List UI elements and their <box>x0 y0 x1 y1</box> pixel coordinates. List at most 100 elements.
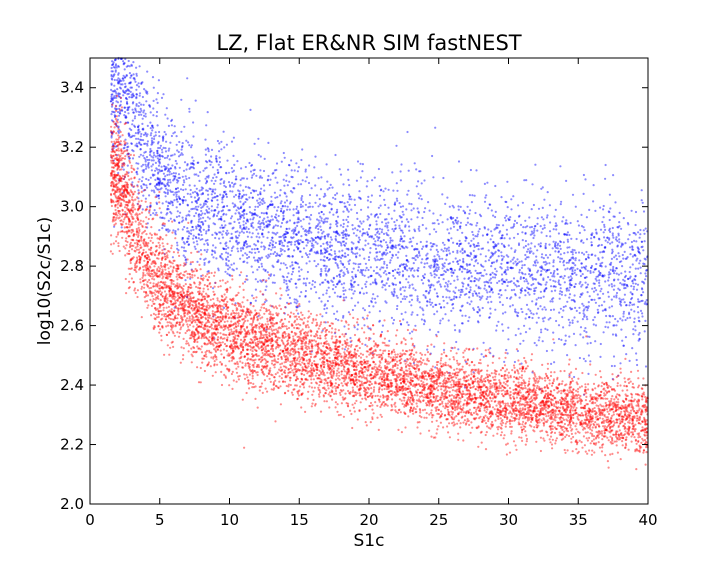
scatter-point <box>477 242 480 245</box>
scatter-point <box>320 228 323 232</box>
scatter-point <box>468 269 471 272</box>
scatter-point <box>447 280 450 283</box>
scatter-point <box>244 252 247 255</box>
scatter-point <box>524 231 527 235</box>
scatter-point <box>379 189 382 192</box>
scatter-point <box>514 334 517 337</box>
scatter-point <box>175 193 178 196</box>
scatter-point <box>326 241 329 244</box>
scatter-point <box>636 283 640 286</box>
scatter-point <box>276 196 279 199</box>
scatter-point <box>301 195 304 198</box>
scatter-point <box>218 237 221 240</box>
scatter-point <box>291 237 294 240</box>
scatter-point <box>142 163 145 166</box>
scatter-point <box>242 243 245 247</box>
scatter-point <box>394 244 397 247</box>
scatter-point <box>352 285 355 288</box>
scatter-point <box>216 171 220 175</box>
scatter-point <box>589 363 592 366</box>
scatter-point <box>158 183 161 186</box>
scatter-point <box>343 273 346 276</box>
scatter-point <box>193 274 196 277</box>
scatter-point <box>539 305 542 308</box>
scatter-point <box>339 280 342 283</box>
scatter-point <box>554 250 557 253</box>
scatter-point <box>256 214 259 217</box>
scatter-point <box>520 271 524 274</box>
scatter-point <box>132 94 135 98</box>
scatter-point <box>548 438 551 441</box>
scatter-point <box>124 143 127 146</box>
scatter-point <box>470 253 473 256</box>
scatter-point <box>145 165 148 168</box>
scatter-point <box>502 280 505 283</box>
scatter-point <box>251 174 254 177</box>
scatter-point <box>601 261 604 264</box>
scatter-point <box>159 179 162 182</box>
scatter-point <box>170 172 173 175</box>
scatter-point <box>227 171 231 174</box>
scatter-point <box>163 217 166 220</box>
scatter-point <box>500 267 503 270</box>
scatter-point <box>199 257 202 260</box>
scatter-point <box>465 237 468 240</box>
scatter-point <box>232 136 235 139</box>
scatter-point <box>348 198 351 201</box>
scatter-point <box>410 298 414 301</box>
scatter-point <box>193 207 196 210</box>
scatter-point <box>608 238 611 241</box>
scatter-point <box>433 273 436 276</box>
scatter-point <box>208 276 211 279</box>
scatter-point <box>338 273 341 277</box>
scatter-point <box>367 256 371 259</box>
scatter-point <box>624 242 627 245</box>
scatter-point <box>262 184 266 187</box>
scatter-point <box>245 240 248 243</box>
scatter-point <box>148 211 151 214</box>
scatter-point <box>156 149 159 152</box>
scatter-point <box>446 283 449 286</box>
scatter-point <box>337 319 340 322</box>
scatter-point <box>399 264 402 267</box>
scatter-point <box>621 319 624 322</box>
scatter-point <box>158 177 161 180</box>
scatter-point <box>568 324 571 327</box>
scatter-point <box>393 203 396 206</box>
scatter-point <box>268 318 272 321</box>
scatter-point <box>559 240 563 244</box>
scatter-point <box>629 301 632 304</box>
scatter-point <box>291 264 294 267</box>
scatter-point <box>571 268 574 271</box>
scatter-point <box>347 327 350 330</box>
scatter-point <box>158 154 161 157</box>
scatter-point <box>167 169 170 172</box>
scatter-point <box>206 248 209 251</box>
scatter-point <box>359 262 362 266</box>
scatter-point <box>396 189 399 192</box>
scatter-point <box>615 236 618 239</box>
scatter-point <box>285 227 288 231</box>
scatter-point <box>476 272 479 275</box>
scatter-point <box>142 103 145 106</box>
scatter-point <box>340 231 343 234</box>
scatter-point <box>612 324 615 327</box>
scatter-point <box>442 250 445 253</box>
scatter-point <box>325 273 328 276</box>
scatter-point <box>397 251 400 254</box>
scatter-point <box>543 268 546 271</box>
scatter-point <box>154 178 157 181</box>
scatter-point <box>314 236 317 239</box>
scatter-point <box>586 309 589 312</box>
scatter-point <box>131 102 134 105</box>
scatter-point <box>222 230 225 233</box>
scatter-point <box>274 233 277 236</box>
scatter-point <box>600 450 604 453</box>
scatter-point <box>242 247 245 250</box>
scatter-point <box>358 248 361 251</box>
scatter-point <box>204 153 207 156</box>
scatter-point <box>407 189 410 192</box>
scatter-point <box>552 271 556 274</box>
scatter-point <box>333 291 336 294</box>
scatter-point <box>282 244 286 247</box>
